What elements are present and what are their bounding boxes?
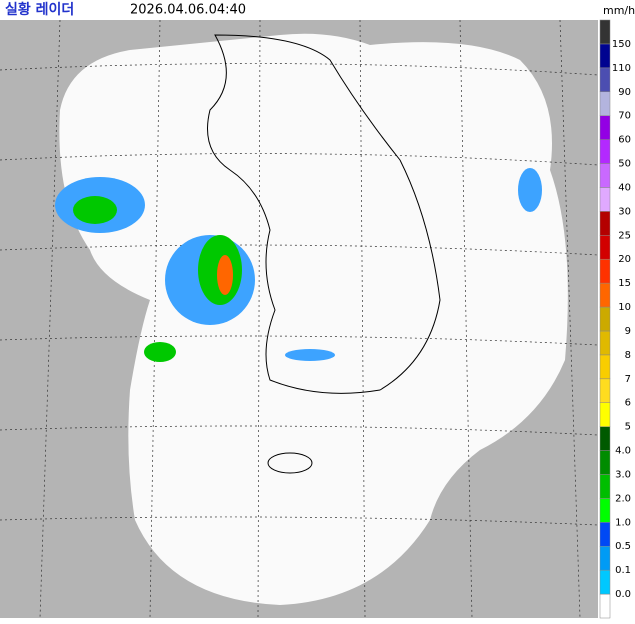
- legend-label: 30: [618, 206, 631, 217]
- legend-label: 0.5: [615, 541, 631, 552]
- timestamp: 2026.04.06.04:40: [130, 3, 246, 18]
- legend-swatch: [599, 187, 611, 212]
- legend-swatch: [599, 139, 611, 164]
- legend-label: 40: [618, 182, 631, 193]
- legend-label: 70: [618, 111, 631, 122]
- legend-label: 25: [618, 230, 631, 241]
- coastline: [207, 34, 441, 394]
- legend-swatch: [599, 91, 611, 116]
- legend-swatch: [599, 426, 611, 451]
- legend-label: 5: [625, 422, 631, 433]
- unit: mm/h: [603, 4, 635, 17]
- legend-swatch: [599, 498, 611, 523]
- legend-swatch: [599, 115, 611, 140]
- legend-label: 50: [618, 159, 631, 170]
- legend-swatch: [599, 330, 611, 356]
- legend-label: 15: [618, 278, 631, 289]
- legend-swatch: [599, 306, 611, 332]
- legend-swatch: [599, 522, 611, 547]
- legend-swatch: [599, 163, 611, 188]
- legend-label: 1.0: [615, 517, 631, 528]
- legend-swatch: [599, 67, 611, 93]
- legend-label: 3.0: [615, 469, 631, 480]
- legend-swatch: [599, 378, 611, 403]
- legend-swatch: [599, 354, 611, 380]
- legend-swatch: [599, 474, 611, 499]
- legend-label: 90: [618, 87, 631, 98]
- legend-label: 60: [618, 135, 631, 146]
- legend: 0.0 0.1 0.5 1.0 2.0 3.0 4.0 5 6 7 8 9 10 15 20 25 30 40 50…: [599, 19, 631, 619]
- legend-swatch: [599, 569, 611, 595]
- legend-swatch: [599, 402, 611, 427]
- legend-label: 20: [618, 254, 631, 265]
- legend-label: 0.0: [615, 589, 631, 600]
- jeju: [267, 452, 313, 474]
- legend-label: 8: [625, 350, 631, 361]
- legend-swatch: [599, 211, 611, 236]
- legend-swatch: [599, 450, 611, 475]
- legend-label: 150: [612, 39, 631, 50]
- legend-label: 4.0: [615, 446, 631, 457]
- echoes: [55, 168, 542, 362]
- legend-swatch: [599, 235, 611, 260]
- legend-swatch: [599, 43, 611, 69]
- map: [0, 19, 599, 619]
- legend-swatch: [599, 282, 611, 308]
- legend-label: 10: [618, 302, 631, 313]
- legend-label: 6: [625, 398, 631, 409]
- legend-label: 0.1: [615, 565, 631, 576]
- legend-label: 9: [625, 326, 631, 337]
- radar-coverage: [59, 33, 568, 605]
- legend-swatch: [599, 545, 611, 571]
- legend-swatch: [599, 258, 611, 284]
- legend-swatch: [599, 593, 611, 619]
- legend-label: 2.0: [615, 493, 631, 504]
- legend-label: 7: [625, 374, 631, 385]
- title: 실황 레이더: [5, 1, 74, 18]
- legend-label: 110: [612, 63, 631, 74]
- legend-swatch: [599, 19, 611, 45]
